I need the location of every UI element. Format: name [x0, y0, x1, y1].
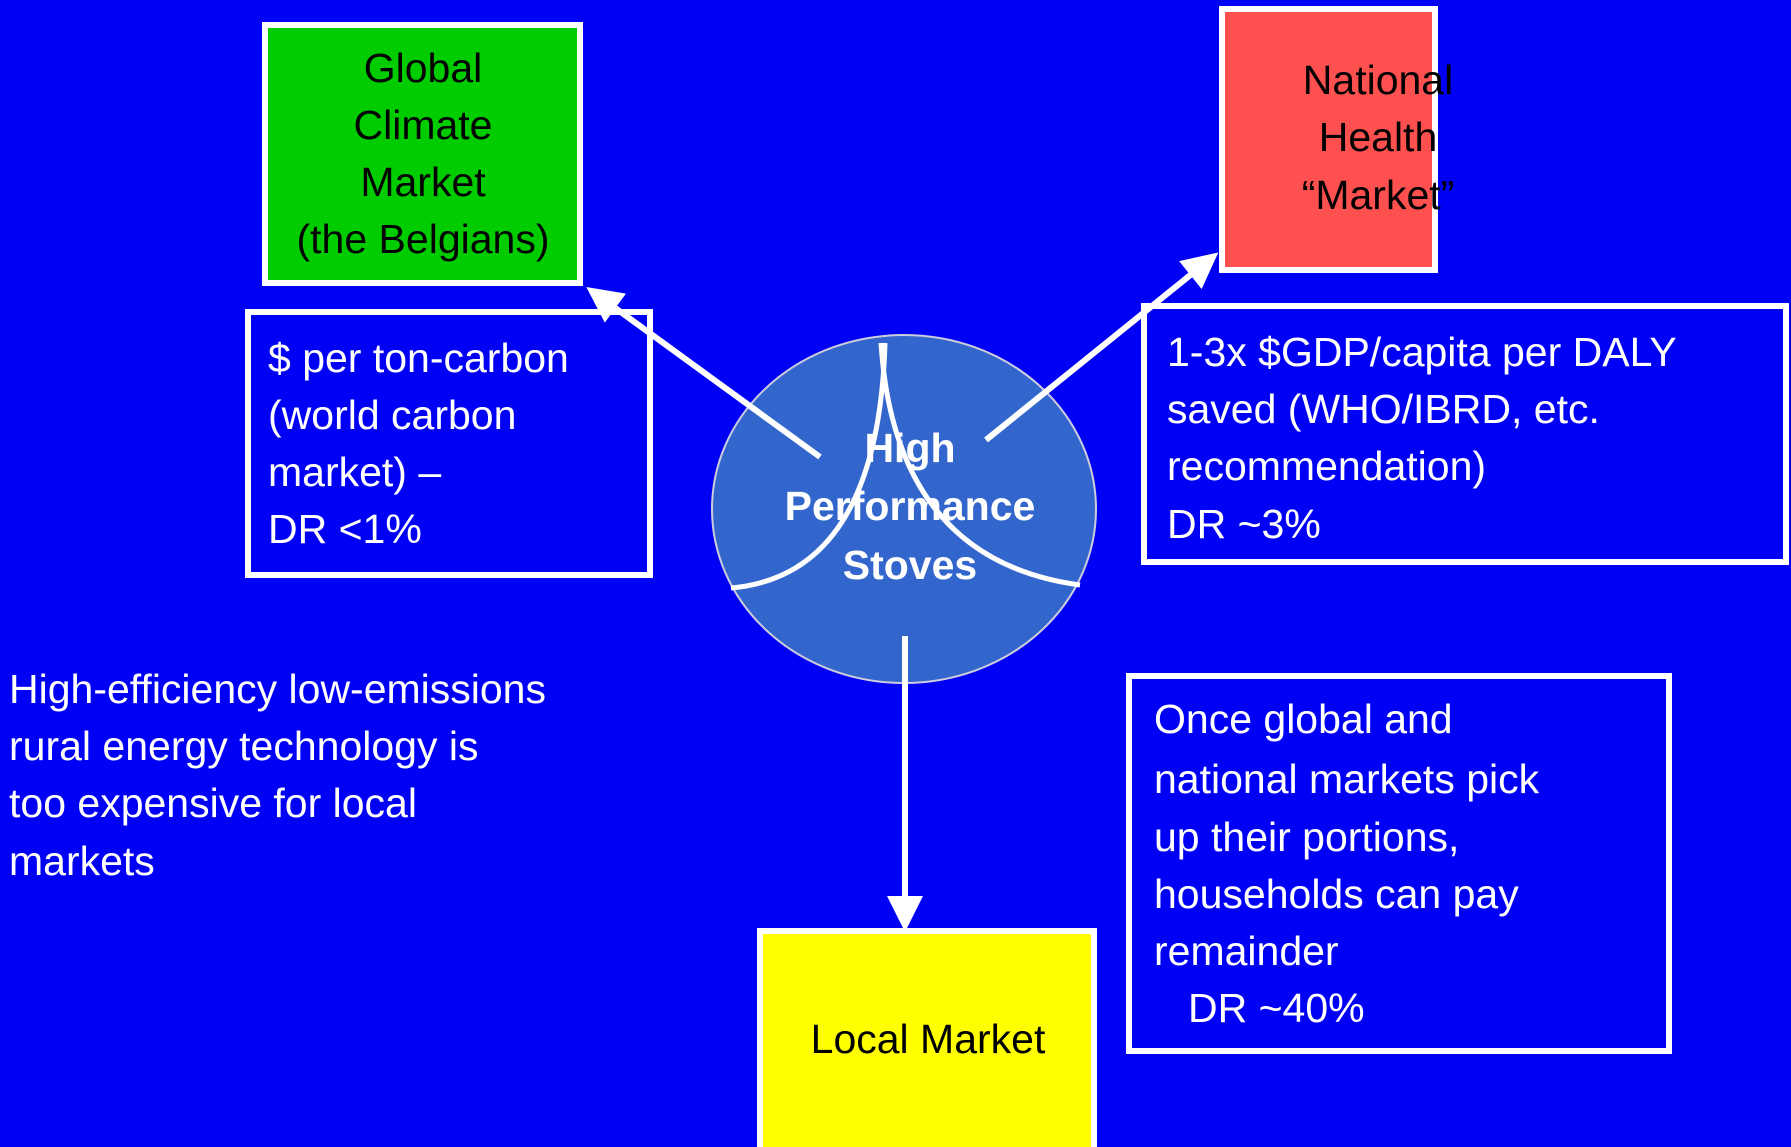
daly-note: 1-3x $GDP/capita per DALY [1167, 329, 1677, 375]
curve [878, 342, 1081, 588]
daly-note: saved (WHO/IBRD, etc. [1167, 386, 1600, 432]
expensive-note: too expensive for local [9, 780, 417, 826]
local-label: Local Market [811, 1016, 1046, 1062]
carbon-note: (world carbon [268, 392, 516, 438]
households-note: remainder [1154, 928, 1339, 974]
carbon-note: market) – [268, 449, 441, 495]
expensive-note: rural energy technology is [9, 723, 478, 769]
stoves-label: High [864, 425, 955, 471]
expensive-note: markets [9, 838, 155, 884]
global-label: Climate [354, 102, 493, 148]
arrow [586, 286, 822, 460]
local-box [757, 928, 1097, 1147]
curve [730, 342, 888, 591]
households-note: national markets pick [1154, 756, 1540, 802]
daly-note: DR ~3% [1167, 501, 1321, 547]
households-note: up their portions, [1154, 814, 1459, 860]
global-label: Global [364, 45, 483, 91]
households-note: DR ~40% [1188, 985, 1365, 1031]
daly-note: recommendation) [1167, 443, 1486, 489]
carbon-note: $ per ton-carbon [268, 335, 569, 381]
households-note: households can pay [1154, 871, 1519, 917]
global-box [262, 22, 583, 286]
health-label: Health [1319, 114, 1438, 160]
arrow [984, 252, 1219, 443]
expensive-note: High-efficiency low-emissions [9, 666, 546, 712]
daly-box [1141, 303, 1789, 565]
households-box [1126, 673, 1672, 1054]
global-label: (the Belgians) [297, 216, 550, 262]
stoves-label: Stoves [843, 542, 977, 588]
households-note: Once global and [1154, 696, 1453, 742]
health-label: National [1303, 57, 1453, 103]
carbon-note: DR <1% [268, 506, 422, 552]
global-label: Market [360, 159, 486, 205]
health-box [1219, 6, 1438, 273]
carbon-box [245, 309, 653, 578]
texts: Global Climate Market (the Belgians) Nationa… [9, 45, 1677, 1062]
stoves-label: Performance [785, 483, 1036, 529]
health-label: “Market” [1302, 172, 1455, 218]
